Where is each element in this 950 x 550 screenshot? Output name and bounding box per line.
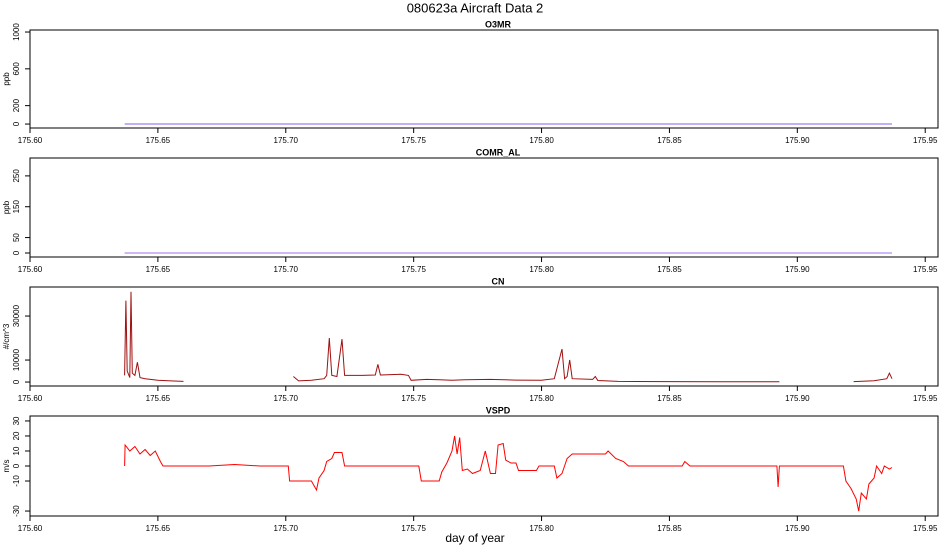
y-tick-label: 0 xyxy=(12,379,21,384)
y-axis-label: ppb xyxy=(2,200,11,214)
y-axis-label: ppb xyxy=(2,72,11,86)
x-tick-label: 175.65 xyxy=(146,524,171,533)
x-tick-label: 175.70 xyxy=(274,394,299,403)
y-tick-label: 150 xyxy=(12,200,21,214)
x-tick-label: 175.60 xyxy=(18,394,43,403)
x-tick-label: 175.80 xyxy=(529,524,554,533)
x-tick-label: 175.95 xyxy=(913,136,938,145)
x-tick-label: 175.75 xyxy=(401,136,426,145)
y-axis-label: #/cm^3 xyxy=(2,323,11,349)
plot-frame xyxy=(29,157,939,258)
x-tick-label: 175.60 xyxy=(18,136,43,145)
y-tick-label: 200 xyxy=(12,98,21,112)
x-tick-label: 175.60 xyxy=(18,524,43,533)
y-tick-label: 20 xyxy=(12,431,21,440)
x-tick-label: 175.65 xyxy=(146,265,171,274)
x-tick-label: 175.75 xyxy=(401,524,426,533)
y-tick-label: 50 xyxy=(12,233,21,242)
panel-title: COMR_AL xyxy=(476,147,521,157)
y-tick-label: 0 xyxy=(12,250,21,255)
x-tick-label: 175.65 xyxy=(146,394,171,403)
x-tick-label: 175.90 xyxy=(785,394,810,403)
x-tick-label: 175.60 xyxy=(18,265,43,274)
panel-title: CN xyxy=(492,276,505,286)
x-tick-label: 175.70 xyxy=(274,136,299,145)
y-axis-label: m/s xyxy=(2,460,11,473)
panel-title: O3MR xyxy=(485,19,512,29)
y-tick-label: 10000 xyxy=(12,348,21,371)
y-tick-label: 0 xyxy=(12,463,21,468)
x-tick-label: 175.70 xyxy=(274,524,299,533)
page-title: 080623a Aircraft Data 2 xyxy=(407,0,544,15)
x-tick-label: 175.95 xyxy=(913,524,938,533)
y-tick-label: 600 xyxy=(12,62,21,76)
y-tick-label: 250 xyxy=(12,169,21,183)
x-tick-label: 175.85 xyxy=(657,265,682,274)
y-tick-label: 10 xyxy=(12,446,21,455)
x-tick-label: 175.95 xyxy=(913,265,938,274)
x-tick-label: 175.80 xyxy=(529,394,554,403)
x-tick-label: 175.95 xyxy=(913,394,938,403)
x-tick-label: 175.65 xyxy=(146,136,171,145)
data-line xyxy=(124,291,893,383)
x-axis-label: day of year xyxy=(445,531,504,545)
x-tick-label: 175.70 xyxy=(274,265,299,274)
x-tick-label: 175.90 xyxy=(785,136,810,145)
x-tick-label: 175.80 xyxy=(529,265,554,274)
x-tick-label: 175.85 xyxy=(657,524,682,533)
x-tick-label: 175.90 xyxy=(785,524,810,533)
x-tick-label: 175.75 xyxy=(401,394,426,403)
x-tick-label: 175.75 xyxy=(401,265,426,274)
y-tick-label: -30 xyxy=(12,505,21,517)
x-tick-label: 175.85 xyxy=(657,394,682,403)
plot-frame xyxy=(29,29,939,129)
y-tick-label: 30000 xyxy=(12,304,21,327)
data-line xyxy=(124,435,893,512)
y-tick-label: 1000 xyxy=(12,23,21,41)
y-tick-label: -10 xyxy=(12,475,21,487)
plot-frame xyxy=(29,286,939,387)
x-tick-label: 175.90 xyxy=(785,265,810,274)
x-tick-label: 175.85 xyxy=(657,136,682,145)
y-tick-label: 0 xyxy=(12,121,21,126)
x-tick-label: 175.80 xyxy=(529,136,554,145)
panel-title: VSPD xyxy=(486,405,511,415)
y-tick-label: 30 xyxy=(12,416,21,425)
